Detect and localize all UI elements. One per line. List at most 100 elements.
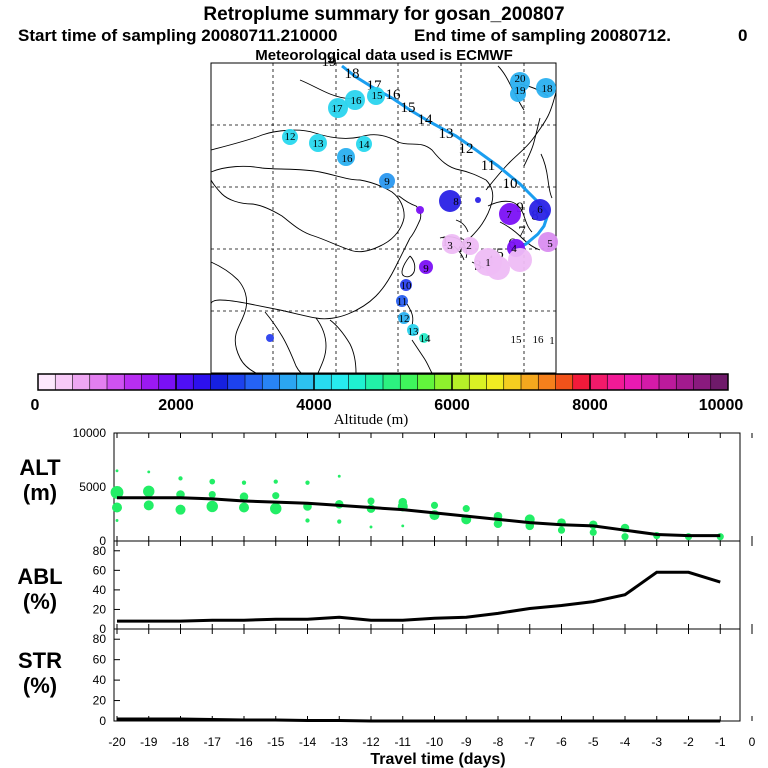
cluster-day-label: 15 [511,334,523,346]
alt-point [110,485,124,499]
map-frame [210,62,557,374]
trajectory-day-label: 19 [322,54,337,70]
colorbar-cell [624,374,643,390]
colorbar-label: Altitude (m) [334,412,409,428]
plume-clusters [266,72,558,343]
time-series-panels: 0 5000 10000 0 20 40 60 80 0 20 40 60 80 ALT (m) A… [17,426,755,768]
alt-point [143,500,154,511]
alt-point [239,502,249,513]
y-tick-label: 80 [93,544,107,558]
colorbar-cell [314,374,332,390]
alt-point [239,492,249,502]
colorbar-cell [227,374,246,390]
x-axis-label: Travel time (days) [370,751,505,768]
cluster-day-label: 19 [515,85,527,97]
plume-cluster-blob [396,295,408,307]
map-graticule [211,63,556,373]
colorbar-cell [641,374,660,390]
plume-cluster-blob [400,279,412,291]
cluster-day-label: 13 [408,326,420,338]
x-tick-label: -2 [683,735,694,749]
alt-point [143,485,155,498]
cluster-day-label: 7 [506,209,512,221]
x-tick-label: -14 [299,735,317,749]
trajectory-day-label: 13 [439,126,454,142]
y-tick-label: 20 [93,694,107,708]
alt-point [493,519,503,529]
chart-title: Retroplume summary for gosan_200807 [203,4,565,25]
x-tick-label: 0 [749,735,756,749]
cluster-day-label: 16 [342,153,354,165]
x-tick-label: -13 [331,735,349,749]
alt-point [430,501,439,509]
alt-point [178,476,183,481]
cluster-day-label: 14 [420,333,432,345]
alt-point [337,474,341,478]
alt-mean-line [117,496,721,538]
colorbar-cell [124,374,142,390]
colorbar-cell [503,374,522,390]
colorbar-cell [521,374,539,390]
x-tick-label: -5 [588,735,599,749]
plume-cluster-blob [419,260,433,274]
colorbar-cell [279,374,298,390]
trajectory-day-label: 9 [516,200,524,216]
y-tick-label: 40 [93,673,107,687]
alt-point [112,502,122,513]
trajectory-day-label: 16 [386,87,402,103]
cluster-day-label: 12 [399,313,410,325]
cluster-day-label: 5 [547,238,553,250]
y-tick-label: 5000 [79,480,106,494]
alt-panel-frame [113,432,741,542]
x-tick-label: -16 [235,735,253,749]
y-tick-label: 20 [93,602,107,616]
plume-cluster-blob [328,98,348,118]
colorbar-tick-0: 0 [31,397,40,414]
plume-cluster-blob [379,173,395,189]
str-ylabel: STR [18,648,62,673]
colorbar-cell [55,374,73,390]
plume-cluster-blob [309,134,327,152]
cluster-day-label: 13 [313,138,325,150]
x-tick-label: -11 [395,735,412,749]
alt-point [401,524,405,528]
trajectory-day-label: 5 [496,246,504,262]
colorbar-cell [452,374,470,390]
trajectory-day-label: 7 [518,224,526,240]
end-time-suffix: 0 [738,26,748,45]
plume-cluster-blob [475,197,481,203]
colorbar-cell [555,374,574,390]
plume-cluster-blob [266,334,274,342]
abl-panel-frame [113,540,741,630]
colorbar-cell [193,374,211,390]
str-panel-frame [113,628,741,722]
plume-cluster-blob [529,199,551,221]
colorbar-cell [417,374,436,390]
colorbar-cell [590,374,608,390]
alt-point [209,478,216,485]
str-line [117,717,721,723]
alt-point [272,492,280,500]
cluster-day-label: 12 [285,131,296,143]
alt-point [305,518,310,523]
cluster-day-label: 17 [332,103,344,115]
trajectory-day-label: 10 [503,176,518,192]
start-time-label: Start time of sampling 20080711.210000 [18,26,338,45]
colorbar-cell [710,374,729,390]
alt-point [147,470,151,474]
colorbar-cell [72,374,91,390]
y-tick-label: 10000 [73,426,107,440]
colorbar-cell [486,374,505,390]
y-tick-label: 0 [99,714,106,728]
plume-cluster-blob [486,256,510,280]
x-tick-label: -1 [715,735,726,749]
altitude-colorbar: 0 2000 4000 6000 8000 10000 Altitude (m) [31,373,743,428]
plume-cluster-blob [461,237,479,255]
colorbar-cell [365,374,384,390]
cluster-day-label: 8 [453,196,459,208]
y-tick-label: 40 [93,583,107,597]
x-tick-label: -3 [651,735,662,749]
alt-point [208,490,216,499]
cluster-day-label: 16 [351,95,363,107]
